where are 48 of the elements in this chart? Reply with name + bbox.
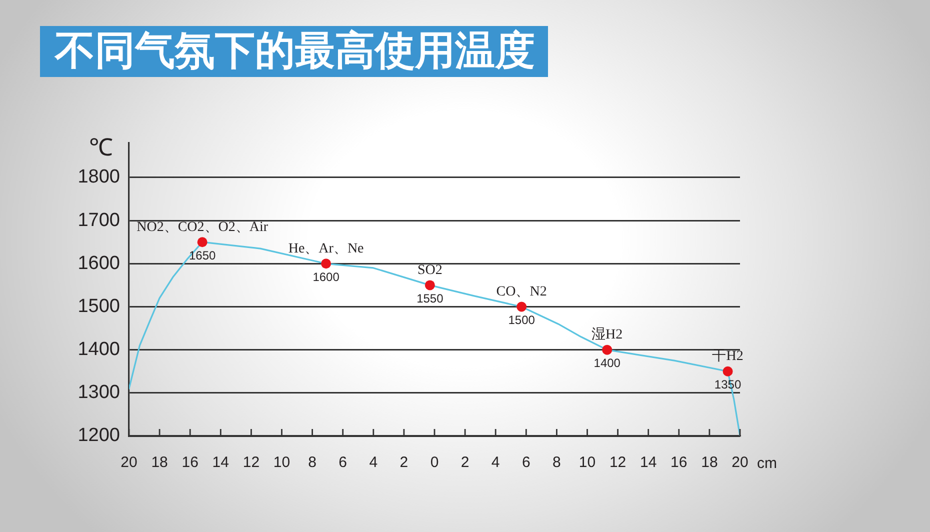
x-tick-label: 6 [338, 454, 348, 472]
point [424, 280, 435, 290]
y-tick-label: 1300 [78, 382, 120, 404]
point [722, 366, 733, 376]
x-tick-label: 20 [732, 454, 748, 472]
x-tick-label: 12 [609, 454, 626, 472]
y-tick-label: 1800 [78, 166, 120, 188]
x-tick-label: 4 [369, 454, 378, 472]
y-tick-label: 1500 [78, 296, 120, 317]
y-axis-title: ℃ [89, 135, 113, 162]
x-tick-label: 16 [182, 454, 198, 472]
y-tick-label: 1600 [78, 252, 120, 274]
annotation: 干H2 [712, 349, 744, 364]
annotation: NO2、CO2、O2、Air [136, 220, 268, 235]
x-axis-title: cm [757, 455, 777, 472]
x-tick-label: 8 [308, 454, 316, 472]
point [197, 237, 208, 248]
x-tick-label: 12 [242, 454, 260, 472]
annotation: He、Ar、Ne [288, 241, 364, 256]
data-label: 1650 [188, 248, 216, 262]
y-tick-label: 1400 [78, 339, 120, 360]
x-tick-label: 14 [640, 454, 657, 472]
annotation: SO2 [417, 262, 442, 278]
x-tick-label: 2 [400, 454, 408, 472]
x-tick-label: 10 [578, 454, 596, 472]
point [321, 258, 332, 269]
data-label: 1600 [312, 270, 340, 284]
x-tick-label: 20 [120, 454, 138, 472]
data-label: 1500 [508, 313, 536, 328]
x-tick-label: 4 [491, 454, 500, 472]
chart-title: 不同气氛下的最高使用温度 [40, 26, 548, 77]
y-tick-label: 1200 [78, 425, 120, 446]
x-tick-label: 6 [522, 454, 530, 472]
x-tick-label: 8 [552, 454, 561, 472]
x-tick-label: 18 [701, 454, 718, 472]
x-tick-label: 16 [670, 454, 688, 472]
point [602, 344, 612, 355]
y-tick-label: 1700 [78, 210, 120, 231]
x-tick-label: 10 [273, 454, 290, 472]
x-tick-label: 2 [460, 454, 470, 472]
data-label: 1550 [416, 292, 444, 306]
x-tick-label: 14 [212, 454, 229, 472]
annotation: CO、N2 [496, 284, 547, 300]
x-tick-label: 0 [430, 454, 439, 472]
annotation: 湿H2 [592, 326, 623, 342]
point [516, 302, 527, 312]
x-tick-label: 18 [151, 454, 168, 472]
data-label: 1400 [594, 356, 621, 370]
